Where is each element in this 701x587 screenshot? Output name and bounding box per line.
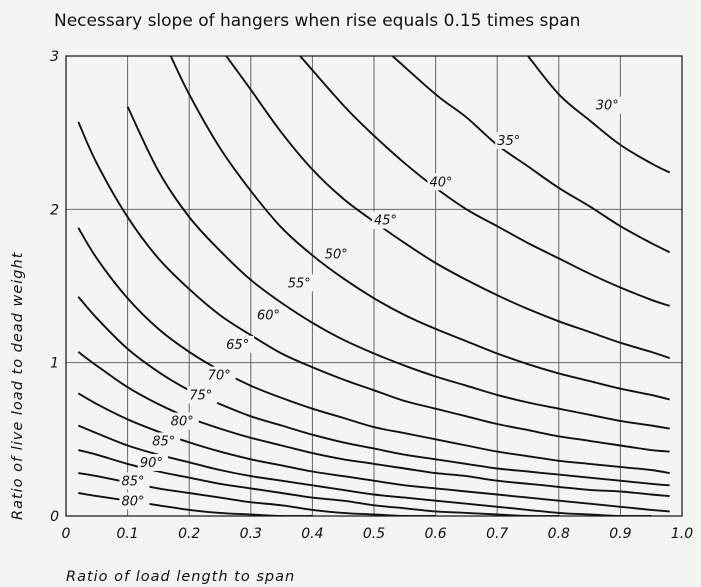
x-tick-label: 0.4: [301, 526, 323, 542]
curve-55-deg: [126, 106, 670, 430]
tick-labels: 0 0.1 0.2 0.3 0.4 0.5 0.6 0.7 0.8 0.9 1.0 0 1 2 3: [50, 49, 693, 542]
curve-70-deg: [77, 296, 670, 487]
curve-label: 30°: [596, 99, 619, 114]
x-tick-label: 0.3: [240, 526, 262, 542]
curve-label: 85°: [152, 434, 175, 449]
x-tick-label: 1.0: [671, 526, 693, 542]
curve-45-deg: [225, 56, 671, 359]
curve-35-deg: [391, 56, 671, 254]
x-tick-label: 0.9: [609, 526, 631, 542]
curve-label: 65°: [226, 338, 249, 353]
x-tick-label: 0.8: [548, 526, 570, 542]
curve-label: 50°: [325, 247, 348, 262]
curve-label-bg: [150, 432, 181, 450]
curve-label-bg: [254, 306, 285, 324]
y-axis-label: Ratio of live load to dead weight: [10, 251, 26, 520]
curve-50-deg: [169, 56, 670, 401]
curve-label: 80°: [121, 494, 144, 509]
curve-label-bg: [495, 131, 526, 149]
curve-75-deg: [77, 351, 670, 498]
curve-label-bg: [137, 453, 168, 471]
x-axis-label: Ratio of load length to span: [66, 569, 295, 585]
curve-label: 45°: [374, 214, 397, 229]
curve-label-bg: [372, 211, 402, 229]
curve-label-bg: [205, 366, 236, 384]
curve-labels: 30° 35° 40° 45° 50° 55° 60° 65° 70° 75° 80° 85° 90° 8…: [119, 96, 624, 510]
curve-label: 70°: [208, 369, 231, 384]
curve-40-deg: [299, 56, 670, 307]
curve-label: 80°: [171, 415, 194, 430]
plot-frame: [65, 55, 683, 517]
curve-label-bg: [224, 335, 255, 353]
curve-label-bg: [168, 412, 199, 430]
curve-label: 55°: [288, 277, 311, 292]
y-tick-label: 3: [50, 49, 59, 65]
curve-30-deg: [527, 56, 671, 174]
curve-80-deg: [78, 492, 313, 516]
curve-label-bg: [322, 245, 353, 263]
grid: [65, 55, 683, 517]
curve-label: 90°: [140, 456, 163, 471]
curve-label: 85°: [121, 474, 144, 489]
x-tick-label: 0.1: [116, 526, 138, 542]
y-tick-label: 0: [50, 509, 59, 525]
curve-label: 75°: [189, 388, 212, 403]
x-tick-label: 0.2: [178, 526, 200, 542]
curve-60-deg: [77, 121, 670, 453]
x-tick-label: 0: [62, 526, 71, 542]
curve-label-bg: [285, 274, 316, 292]
curve-label: 40°: [429, 175, 452, 190]
curve-label-bg: [187, 386, 218, 404]
y-tick-label: 2: [50, 202, 59, 218]
x-tick-label: 0.5: [363, 526, 385, 542]
x-tick-label: 0.6: [424, 526, 446, 542]
chart-title: Necessary slope of hangers when rise equ…: [54, 11, 580, 31]
x-tick-label: 0.7: [486, 526, 508, 542]
curve-label-bg: [427, 173, 458, 191]
curve-label: 60°: [257, 309, 280, 324]
curve-65-deg: [77, 227, 670, 475]
curve-label: 35°: [497, 134, 520, 149]
curve-label-bg: [119, 492, 150, 510]
curve-label-bg: [593, 96, 624, 114]
y-tick-label: 1: [50, 356, 59, 372]
curve-label-bg: [119, 472, 150, 490]
